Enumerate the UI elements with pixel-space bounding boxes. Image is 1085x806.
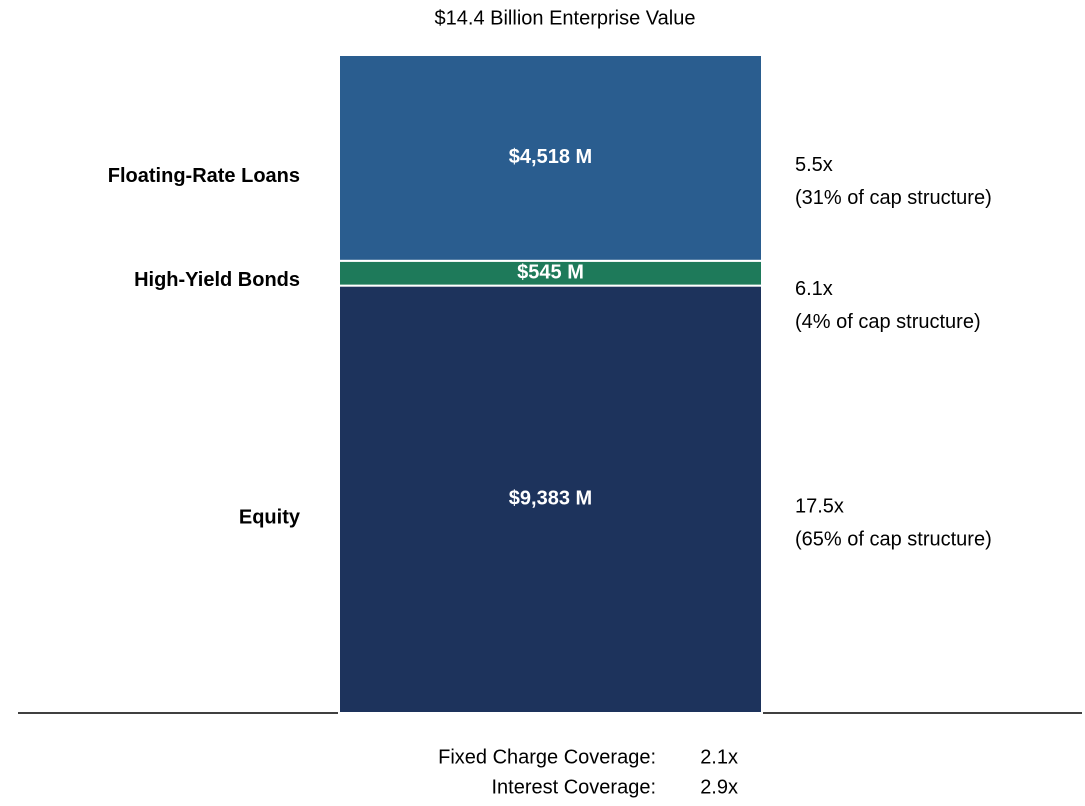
legend-label: High-Yield Bonds	[134, 269, 300, 291]
footnote-value: 2.1x	[700, 746, 738, 768]
bar-segment	[338, 54, 763, 262]
footnote-label: Interest Coverage:	[491, 776, 656, 798]
chart-title: $14.4 Billion Enterprise Value	[435, 7, 696, 29]
bar-segment	[338, 284, 763, 714]
share-label: (4% of cap structure)	[795, 311, 981, 333]
value-label: $9,383 M	[509, 488, 592, 510]
footnote-label: Fixed Charge Coverage:	[438, 746, 656, 768]
value-label: $545 M	[517, 261, 584, 283]
legend-label: Equity	[239, 507, 301, 529]
footnote-value: 2.9x	[700, 776, 738, 798]
multiple-label: 17.5x	[795, 496, 844, 518]
bar-segment	[338, 259, 763, 287]
multiple-label: 5.5x	[795, 154, 833, 176]
value-label: $4,518 M	[509, 146, 592, 168]
share-label: (65% of cap structure)	[795, 529, 992, 551]
multiple-label: 6.1x	[795, 278, 833, 300]
legend-label: Floating-Rate Loans	[108, 165, 300, 187]
share-label: (31% of cap structure)	[795, 187, 992, 209]
